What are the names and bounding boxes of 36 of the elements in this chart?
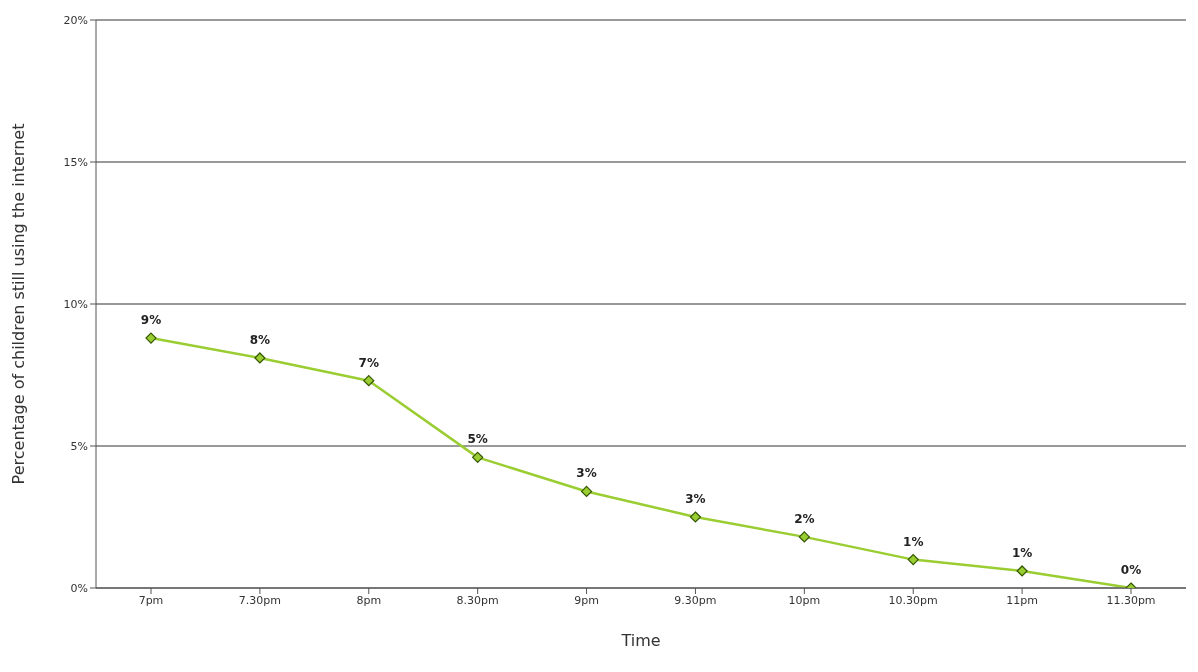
data-label: 2% <box>794 511 815 526</box>
point <box>1016 565 1028 577</box>
point <box>798 531 810 543</box>
x-tick-label: 8.30pm <box>456 593 499 607</box>
x-tick-label: 9.30pm <box>674 593 717 607</box>
point <box>472 451 484 463</box>
x-tick-label: 7pm <box>138 593 164 607</box>
x-tick-label: 8pm <box>356 593 382 607</box>
data-label: 1% <box>903 534 924 549</box>
x-tick-label: 11.30pm <box>1106 593 1156 607</box>
data-label: 7% <box>358 355 379 370</box>
y-tick-label: 20% <box>63 13 88 27</box>
data-label: 3% <box>576 466 597 481</box>
x-tick-label: 7.30pm <box>238 593 281 607</box>
point <box>254 352 266 364</box>
y-tick-label: 15% <box>63 155 88 169</box>
x-axis-title: Time <box>620 631 661 650</box>
point <box>580 485 593 498</box>
data-label: 0% <box>1120 563 1142 577</box>
x-tick-label: 11pm <box>1006 593 1038 607</box>
data-label: 9% <box>140 313 162 328</box>
point <box>907 554 919 566</box>
data-label: 5% <box>467 432 488 447</box>
y-axis-title: Percentage of children still using the internet <box>8 123 28 485</box>
y-tick-label: 5% <box>70 439 88 453</box>
point <box>689 511 702 523</box>
point <box>145 332 157 344</box>
data-label: 3% <box>685 492 706 506</box>
x-tick-label: 10.30pm <box>888 593 938 607</box>
y-tick-label: 10% <box>63 297 88 311</box>
data-label: 8% <box>249 332 271 347</box>
x-tick-label: 9pm <box>574 593 599 607</box>
y-tick-label: 0% <box>70 581 88 595</box>
x-tick-label: 10pm <box>788 593 821 607</box>
point <box>363 375 375 387</box>
data-label: 1% <box>1011 545 1033 560</box>
